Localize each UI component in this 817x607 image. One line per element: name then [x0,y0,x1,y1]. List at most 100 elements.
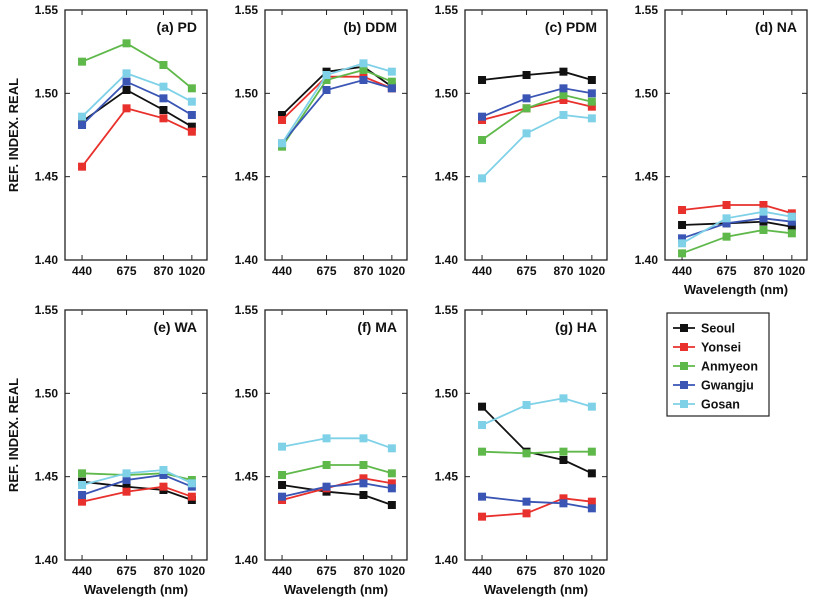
data-point [559,91,568,99]
x-tick-label: 440 [272,564,292,578]
series-anmyeon [78,39,196,93]
data-point [159,82,168,91]
x-tick-label: 870 [153,564,173,578]
series-seoul [478,402,596,478]
data-point [122,77,131,86]
x-tick-label: 675 [517,264,537,278]
data-point [587,76,596,84]
legend-item-gosan: Gosan [673,398,740,412]
series-line [481,406,593,475]
data-point [78,112,87,121]
x-tick-label: 675 [117,564,137,578]
series-line [681,220,793,228]
series-yonsei [278,72,396,124]
data-point [359,474,368,483]
y-axis-label: REF. INDEX. REAL [6,78,21,192]
data-point [559,447,568,456]
data-point [122,482,131,491]
data-point [478,492,487,501]
data-point [359,59,368,68]
series-line [281,79,393,144]
data-point [587,469,596,478]
plot-frame [264,9,408,261]
data-point [159,114,168,123]
series-line [81,474,193,496]
x-tick-label: 1020 [179,264,206,278]
data-point [587,89,596,98]
data-point [187,127,196,136]
data-point [122,469,131,478]
data-point [78,481,87,489]
series-gosan [278,59,396,148]
panel-title: (d) NA [755,19,797,35]
series-line [481,70,593,81]
data-point [278,471,287,479]
y-tick-label: 1.45 [235,170,259,184]
y-axis-label: REF. INDEX. REAL [6,378,21,492]
data-point [559,394,568,403]
y-tick-label: 1.50 [35,386,59,400]
data-point [187,492,196,501]
panel-6: 1.40 1.45 1.50 1.55 440 675 870 1020 (f) MA Wavel… [235,303,408,597]
data-point [787,217,796,226]
data-point [759,201,768,209]
panel-7: 1.40 1.45 1.50 1.55 440 675 870 1020 (g) HA Wavel… [435,303,608,597]
data-point [522,509,531,518]
data-point [522,104,531,113]
data-point [759,207,768,216]
y-tick-label: 1.55 [635,3,659,17]
data-point [387,444,396,453]
x-tick-label: 1020 [179,564,206,578]
y-tick-label: 1.40 [35,553,59,567]
data-point [522,71,531,79]
legend-marker [680,381,688,389]
data-point [187,111,196,119]
legend-label: Seoul [701,322,735,336]
legend-marker [680,324,688,332]
x-tick-label: 440 [72,264,92,278]
data-point [559,456,568,464]
data-point [522,401,531,409]
series-line [481,87,593,118]
data-point [322,76,331,84]
series-yonsei [478,494,596,521]
y-tick-label: 1.40 [435,253,459,267]
data-point [359,461,368,469]
series-line [281,464,393,476]
legend-marker [680,400,688,408]
y-tick-label: 1.45 [235,470,259,484]
series-line [681,229,793,255]
data-point [587,402,596,411]
panel-1: 1.40 1.45 1.50 1.55 440 675 870 1020 (a) PD REF. … [6,3,208,278]
series-anmyeon [278,461,396,479]
y-tick-label: 1.45 [435,170,459,184]
data-point [387,501,396,509]
data-point [478,402,487,411]
series-gosan [78,466,196,489]
x-tick-label: 440 [472,264,492,278]
legend: Seoul Yonsei Anmyeon Gwangju Gosan [666,312,770,417]
series-gwangju [278,479,396,501]
series-gwangju [78,77,196,129]
y-tick-label: 1.40 [635,253,659,267]
x-axis-label: Wavelength (nm) [284,582,388,597]
data-point [678,234,687,243]
legend-item-gwangju: Gwangju [673,379,754,393]
legend-label: Gwangju [701,379,754,393]
data-point [159,482,168,491]
data-point [122,39,131,48]
x-tick-label: 1020 [779,264,806,278]
data-point [187,84,196,93]
y-tick-label: 1.55 [35,303,59,317]
x-axis-label: Wavelength (nm) [84,582,188,597]
data-point [122,487,131,496]
series-line [481,94,593,141]
legend-label: Anmyeon [701,360,758,374]
series-line [281,62,393,144]
data-point [722,232,731,241]
series-anmyeon [678,226,796,258]
x-tick-label: 1020 [379,264,406,278]
data-point [78,491,87,499]
data-point [122,476,131,484]
data-point [159,471,168,479]
